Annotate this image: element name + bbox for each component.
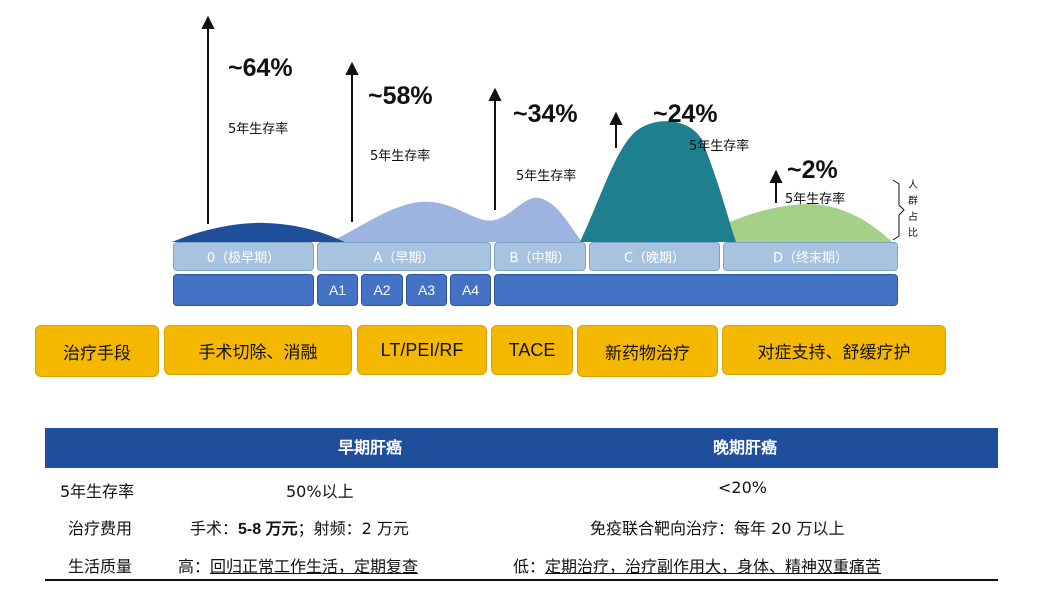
table-header: 早期肝癌 晚期肝癌 [45, 428, 998, 468]
stage-c-area [580, 121, 736, 242]
treatment-supportive-care: 对症支持、舒缓疗护 [722, 325, 946, 375]
substage-a2: A2 [361, 274, 403, 306]
treatment-surgery: 手术切除、消融 [164, 325, 352, 375]
survival-label-stage-c: 5年生存率 [689, 139, 750, 154]
cell-late-survival: <20% [718, 478, 767, 497]
survival-label-stage-a: 5年生存率 [370, 149, 431, 164]
survival-label-stage-b: 5年生存率 [516, 169, 577, 184]
quality-early-prefix: 高： [178, 557, 211, 576]
treatment-tace: TACE [491, 325, 573, 375]
stage-box-a: A（早期） [317, 242, 491, 271]
survival-pct-stage-c: ~24% [653, 100, 718, 128]
stage-d-area [690, 203, 892, 242]
stage-box-c: C（晚期） [589, 242, 720, 271]
survival-chart [172, 15, 905, 242]
substage-a3: A3 [406, 274, 447, 306]
cell-late-quality: 低：定期治疗，治疗副作用大，身体、精神双重痛苦 [513, 553, 881, 577]
survival-label-stage-d: 5年生存率 [785, 192, 846, 207]
side-label-char: 比 [908, 228, 918, 239]
quality-late-text: 定期治疗，治疗副作用大，身体、精神双重痛苦 [545, 557, 882, 576]
row-label-cost: 治疗费用 [68, 519, 133, 538]
population-share-label: 人 群 占 比 [906, 178, 920, 242]
substage-bar-rest [494, 274, 898, 306]
header-late: 晚期肝癌 [712, 438, 777, 457]
table-bottom-rule [45, 579, 998, 581]
cost-suffix: ；射频：2 万元 [297, 519, 409, 538]
survival-pct-stage-0: ~64% [228, 54, 293, 82]
survival-pct-stage-d: ~2% [787, 156, 838, 184]
quality-late-prefix: 低： [513, 557, 546, 576]
stage-box-0: 0（极早期） [173, 242, 314, 271]
stage-box-d: D（终末期） [723, 242, 898, 271]
side-label-char: 人 [908, 180, 918, 191]
treatment-lt-pei-rf: LT/PEI/RF [357, 325, 487, 375]
stage-box-b: B（中期） [494, 242, 586, 271]
quality-early-text: 回归正常工作生活，定期复查 [210, 557, 419, 576]
row-label-survival: 5年生存率 [60, 482, 135, 501]
cell-early-cost: 手术：5-8 万元；射频：2 万元 [190, 515, 409, 539]
survival-label-stage-0: 5年生存率 [228, 122, 289, 137]
cost-surgery-value: 5-8 万元 [238, 521, 298, 538]
treatment-new-drugs: 新药物治疗 [577, 325, 718, 377]
cell-early-survival: 50%以上 [286, 482, 354, 501]
stage-0-area [172, 222, 345, 242]
side-label-char: 群 [908, 196, 918, 207]
treatment-label: 治疗手段 [35, 325, 159, 377]
stage-a-b-area [330, 197, 582, 242]
substage-bar-0 [173, 274, 314, 306]
substage-a1: A1 [317, 274, 358, 306]
cell-early-quality: 高：回归正常工作生活，定期复查 [178, 553, 418, 577]
population-bracket [892, 179, 905, 241]
cell-late-cost: 免疫联合靶向治疗：每年 20 万以上 [590, 519, 845, 538]
survival-pct-stage-a: ~58% [368, 82, 433, 110]
substage-a4: A4 [450, 274, 491, 306]
header-early: 早期肝癌 [337, 438, 402, 457]
cost-prefix: 手术： [190, 519, 239, 538]
survival-pct-stage-b: ~34% [513, 100, 578, 128]
side-label-char: 占 [908, 212, 918, 223]
row-label-quality: 生活质量 [68, 557, 133, 576]
